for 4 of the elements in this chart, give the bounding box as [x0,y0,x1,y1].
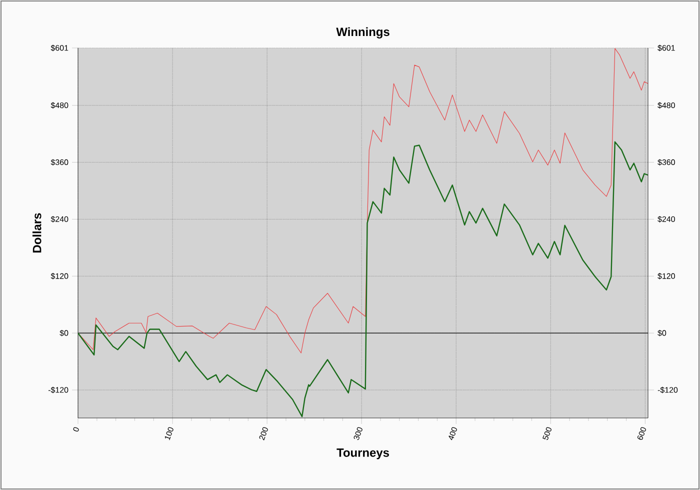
line-series [78,48,648,354]
x-axis-title: Tourneys [336,448,389,460]
chart-title: Winnings [336,27,390,38]
y-axis-title: Dollars [32,213,42,252]
